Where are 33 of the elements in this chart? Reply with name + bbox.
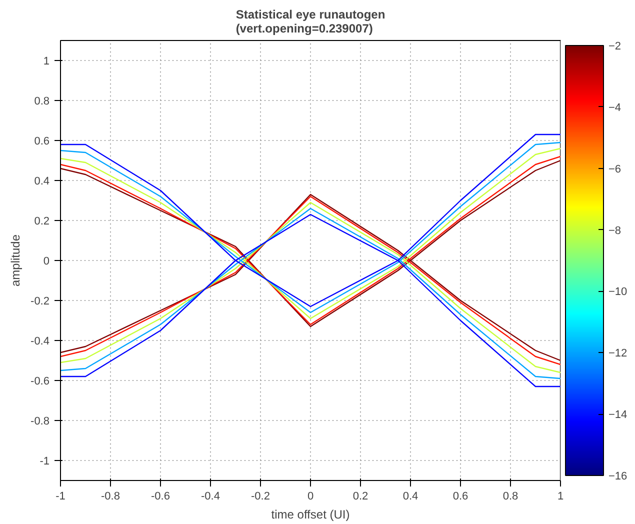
x-tick-label: 0 bbox=[307, 490, 314, 502]
y-tick-label: -0.2 bbox=[30, 296, 50, 308]
x-tick-label: -0.8 bbox=[101, 490, 120, 502]
color-bar-label: −6 bbox=[608, 163, 622, 176]
y-tick-label: 0.8 bbox=[34, 96, 50, 108]
color-bar-label: −14 bbox=[608, 409, 628, 422]
chart-title: Statistical eye runautogen (vert.opening=0.239007) bbox=[236, 8, 386, 36]
y-tick-label: -1 bbox=[40, 456, 50, 468]
x-tick-label: -0.6 bbox=[151, 490, 170, 502]
y-tick-label: -0.4 bbox=[30, 336, 50, 348]
y-axis-title: amplitude bbox=[8, 234, 23, 287]
color-bar-label: −10 bbox=[608, 286, 628, 298]
y-tick-label: -0.8 bbox=[30, 416, 50, 428]
x-tick-label: 0.2 bbox=[352, 490, 368, 502]
x-tick-label: -0.4 bbox=[201, 490, 220, 502]
x-tick-label: 0.8 bbox=[502, 490, 518, 502]
color-bar-label: −2 bbox=[608, 40, 622, 52]
y-tick-label: 0 bbox=[43, 256, 50, 268]
y-tick-label: 0.6 bbox=[34, 136, 50, 148]
y-tick-label: -0.6 bbox=[30, 376, 50, 388]
color-bar-label: −8 bbox=[608, 224, 622, 237]
x-tick-label: 0.6 bbox=[452, 490, 468, 502]
y-tick-label: 0.4 bbox=[34, 176, 50, 188]
color-bar-label: −4 bbox=[608, 102, 622, 114]
x-tick-label: -0.2 bbox=[251, 490, 270, 502]
color-bar-label: −12 bbox=[608, 348, 628, 360]
x-axis-title: time offset (UI) bbox=[271, 508, 350, 522]
y-tick-label: 0.2 bbox=[34, 216, 50, 228]
x-tick-label: 1 bbox=[557, 490, 564, 502]
color-bar-label: −16 bbox=[608, 470, 628, 482]
x-tick-label: -1 bbox=[56, 490, 66, 502]
y-tick-label: 1 bbox=[43, 56, 50, 68]
x-tick-label: 0.4 bbox=[402, 490, 418, 502]
